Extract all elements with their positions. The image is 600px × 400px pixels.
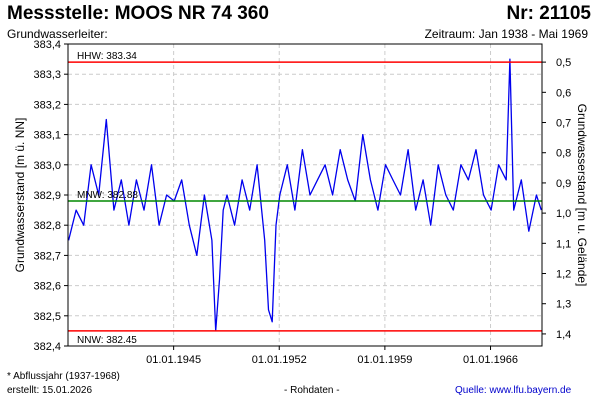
y2-tick-label: 0,9: [556, 178, 571, 190]
aquifer-label: Grundwasserleiter:: [7, 27, 108, 41]
y-axis-title: Grundwasserstand [m ü. NN]: [13, 118, 27, 273]
page-title: Messstelle: MOOS NR 74 360: [7, 3, 269, 24]
reference-line-label: MNW: 382.88: [77, 190, 138, 201]
plot-frame: [67, 43, 543, 347]
groundwater-level-series: [67, 58, 542, 332]
y2-tick-label: 0,5: [556, 57, 571, 69]
y2-tick-label: 1,1: [556, 238, 571, 250]
reference-line-label: NNW: 382.45: [77, 335, 137, 346]
y2-tick-label: 0,7: [556, 118, 571, 130]
reference-line-label: HHW: 383.34: [77, 51, 137, 62]
x-tick-label: 01.01.1952: [252, 354, 307, 366]
y-tick-label: 382,6: [33, 281, 61, 293]
y2-axis-title: Grundwasserstand [m u. Gelände]: [575, 104, 589, 287]
y-tick-label: 383,0: [33, 160, 61, 172]
y-tick-label: 382,7: [33, 250, 61, 262]
x-tick-label: 01.01.1945: [146, 354, 201, 366]
x-tick-label: 01.01.1959: [357, 354, 412, 366]
y2-tick-label: 1,3: [556, 299, 571, 311]
y-tick-label: 382,8: [33, 220, 61, 232]
footnote: * Abflussjahr (1937-1968): [7, 371, 120, 382]
y-tick-label: 383,3: [33, 69, 61, 81]
y-tick-label: 383,1: [33, 130, 61, 142]
y2-tick-label: 0,6: [556, 87, 571, 99]
station-number: Nr: 21105: [506, 3, 591, 24]
raw-data-label: - Rohdaten -: [284, 385, 340, 396]
y-tick-label: 383,4: [33, 39, 61, 51]
y2-tick-label: 1,4: [556, 329, 571, 341]
y-tick-label: 382,5: [33, 311, 61, 323]
x-tick-label: 01.01.1966: [463, 354, 518, 366]
y-tick-label: 382,4: [33, 341, 61, 353]
y2-tick-label: 1,0: [556, 208, 571, 220]
y2-tick-label: 0,8: [556, 148, 571, 160]
source-link[interactable]: Quelle: www.lfu.bayern.de: [455, 385, 572, 396]
y2-tick-label: 1,2: [556, 269, 571, 281]
created-date: erstellt: 15.01.2026: [7, 385, 93, 396]
y-tick-label: 382,9: [33, 190, 61, 202]
y-tick-label: 383,2: [33, 99, 61, 111]
period-label: Zeitraum: Jan 1938 - Mai 1969: [424, 27, 588, 41]
